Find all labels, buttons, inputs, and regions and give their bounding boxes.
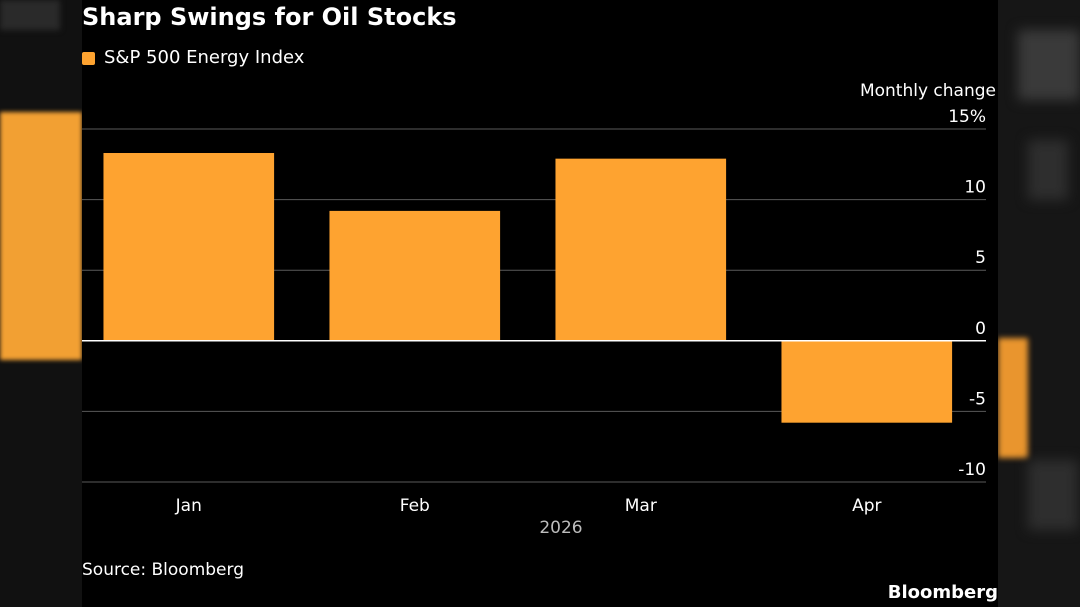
y-tick-label: 15% bbox=[948, 107, 986, 127]
bar-apr bbox=[781, 340, 953, 423]
x-tick-label: Mar bbox=[625, 496, 657, 516]
x-group-label: 2026 bbox=[539, 518, 582, 538]
chart-legend: S&P 500 Energy Index bbox=[82, 46, 304, 70]
source-note: Source: Bloomberg bbox=[82, 560, 244, 580]
axis-labels: 15% 10 5 0 -5 -10 Jan Feb Mar Apr 2026 bbox=[175, 107, 986, 538]
bar-jan bbox=[103, 153, 275, 341]
backdrop-blur-shape bbox=[1018, 30, 1080, 100]
x-tick-label: Feb bbox=[400, 496, 430, 516]
y-tick-label: 0 bbox=[975, 319, 986, 339]
bar-mar bbox=[555, 158, 727, 341]
y-tick-label: -10 bbox=[958, 460, 986, 480]
y-tick-label: 5 bbox=[975, 248, 986, 268]
legend-swatch bbox=[82, 51, 95, 65]
y-tick-label: 10 bbox=[964, 178, 986, 198]
x-tick-label: Jan bbox=[175, 496, 202, 516]
backdrop-left bbox=[0, 0, 82, 607]
backdrop-blur-shape bbox=[0, 0, 60, 30]
y-tick-label: -5 bbox=[969, 389, 986, 409]
y-axis-label: Monthly change bbox=[859, 81, 996, 101]
x-tick-label: Apr bbox=[852, 496, 881, 516]
backdrop-blur-shape bbox=[1028, 460, 1078, 530]
backdrop-right bbox=[998, 0, 1080, 607]
backdrop-blur-shape bbox=[1028, 140, 1068, 200]
backdrop-blur-bar bbox=[0, 112, 82, 360]
bar-feb bbox=[329, 210, 501, 341]
backdrop-blur-bar bbox=[998, 338, 1028, 458]
bloomberg-logo: Bloomberg bbox=[887, 582, 998, 603]
chart-title: Sharp Swings for Oil Stocks bbox=[82, 3, 457, 31]
legend-label: S&P 500 Energy Index bbox=[104, 47, 305, 68]
bars bbox=[103, 153, 953, 423]
